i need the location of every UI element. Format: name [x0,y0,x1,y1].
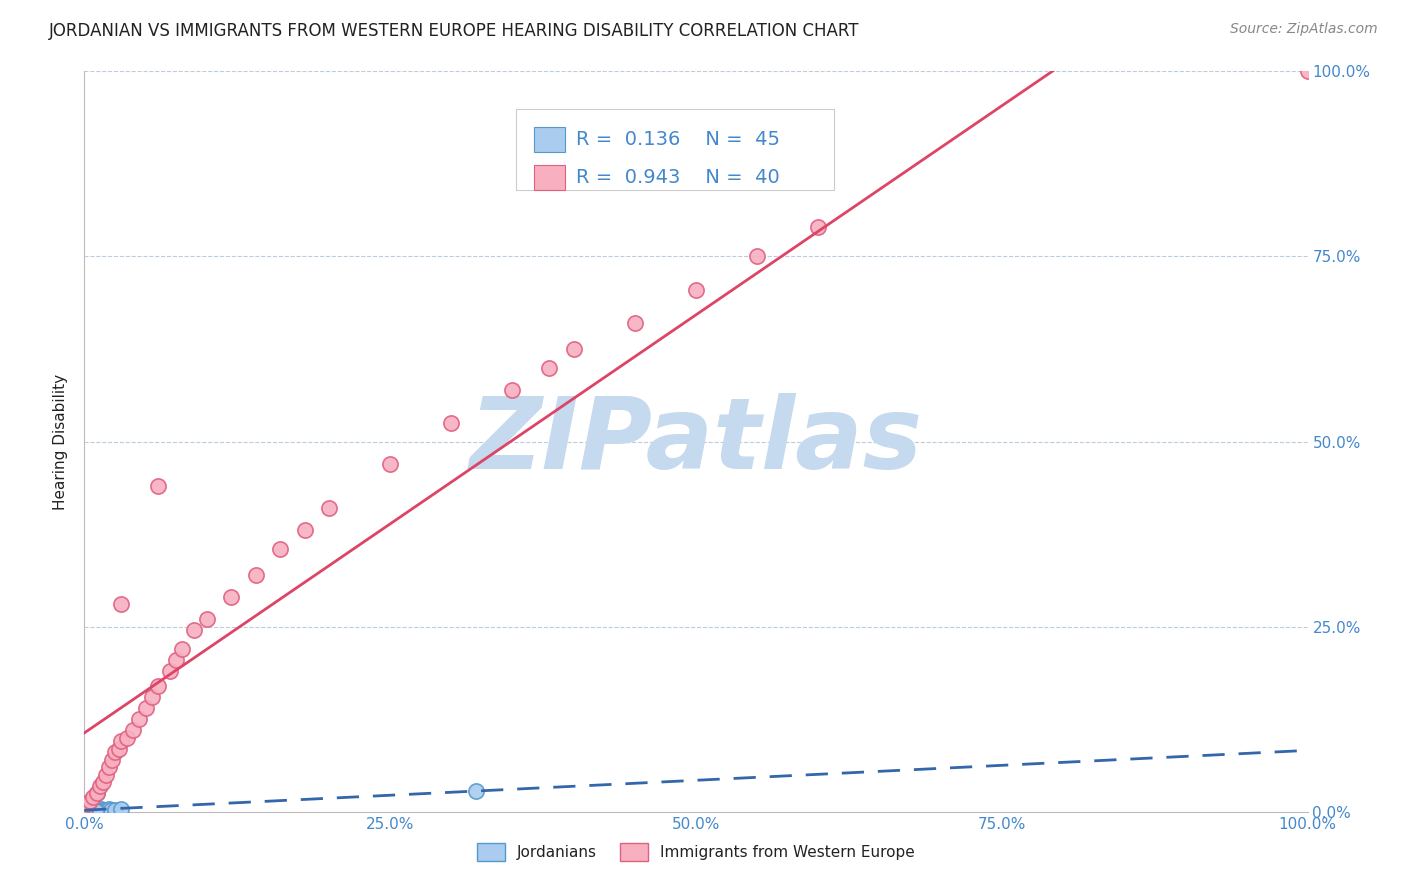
Point [135,701,157,715]
Point [380,457,402,471]
Point [83,803,105,817]
Text: R =  0.136    N =  45: R = 0.136 N = 45 [576,130,780,150]
Point [87,803,110,817]
Point [183,624,205,638]
Point [318,501,340,516]
Point [79,804,101,818]
Point [91,775,114,789]
Point [86,786,108,800]
Point [77,803,100,817]
Point [80,803,103,817]
Point [464,784,486,798]
Point [76,803,98,817]
Point [245,567,267,582]
Point [76,804,98,818]
Point [79,803,101,817]
Y-axis label: Hearing Disability: Hearing Disability [53,374,69,509]
Point [83,804,105,818]
Point [100,803,122,817]
Point [110,734,132,748]
Point [82,789,104,804]
Point [83,804,105,818]
Point [76,804,98,818]
Point [87,802,110,816]
Point [82,804,104,818]
Point [294,524,316,538]
Point [77,803,100,817]
Point [82,803,104,817]
Point [110,802,132,816]
Point [79,804,101,818]
Point [146,679,169,693]
Text: Source: ZipAtlas.com: Source: ZipAtlas.com [1230,22,1378,37]
Point [80,803,103,817]
Point [90,803,112,817]
Point [77,797,100,812]
Point [141,690,163,704]
Point [104,746,127,760]
Point [159,664,181,678]
Point [1296,64,1319,78]
Point [75,803,97,817]
Point [107,741,129,756]
Point [538,360,561,375]
Point [75,804,97,818]
Point [77,802,100,816]
Point [77,804,100,818]
Point [562,342,585,356]
Point [77,803,100,817]
Point [75,803,97,817]
Point [84,804,107,818]
Point [172,641,194,656]
Point [86,786,108,800]
Point [93,803,115,817]
Text: R =  0.943    N =  40: R = 0.943 N = 40 [576,169,780,187]
Point [76,802,98,816]
Point [79,803,101,817]
Text: JORDANIAN VS IMMIGRANTS FROM WESTERN EUROPE HEARING DISABILITY CORRELATION CHART: JORDANIAN VS IMMIGRANTS FROM WESTERN EUR… [49,22,859,40]
Point [75,803,97,817]
Point [96,767,118,781]
Point [128,712,150,726]
Point [219,590,242,604]
Point [104,803,127,817]
Point [80,804,103,818]
Point [82,804,104,818]
Point [84,802,107,816]
Point [440,416,463,430]
Point [101,753,124,767]
Point [75,804,97,818]
Text: ZIPatlas: ZIPatlas [470,393,922,490]
Point [146,479,169,493]
Point [747,250,769,264]
Point [624,316,647,330]
Point [195,612,218,626]
Point [76,804,98,818]
Point [115,731,138,745]
Point [165,653,187,667]
Legend: Jordanians, Immigrants from Western Europe: Jordanians, Immigrants from Western Euro… [471,838,921,867]
Point [110,598,132,612]
Point [86,803,108,817]
Point [122,723,145,738]
Point [79,794,101,808]
Point [502,383,524,397]
Point [82,803,104,817]
Point [96,804,118,818]
Point [80,803,103,817]
Point [80,803,103,817]
Point [269,541,291,556]
Point [97,760,120,774]
Point [89,779,111,793]
Point [807,219,830,234]
Point [97,803,120,817]
Point [685,283,707,297]
